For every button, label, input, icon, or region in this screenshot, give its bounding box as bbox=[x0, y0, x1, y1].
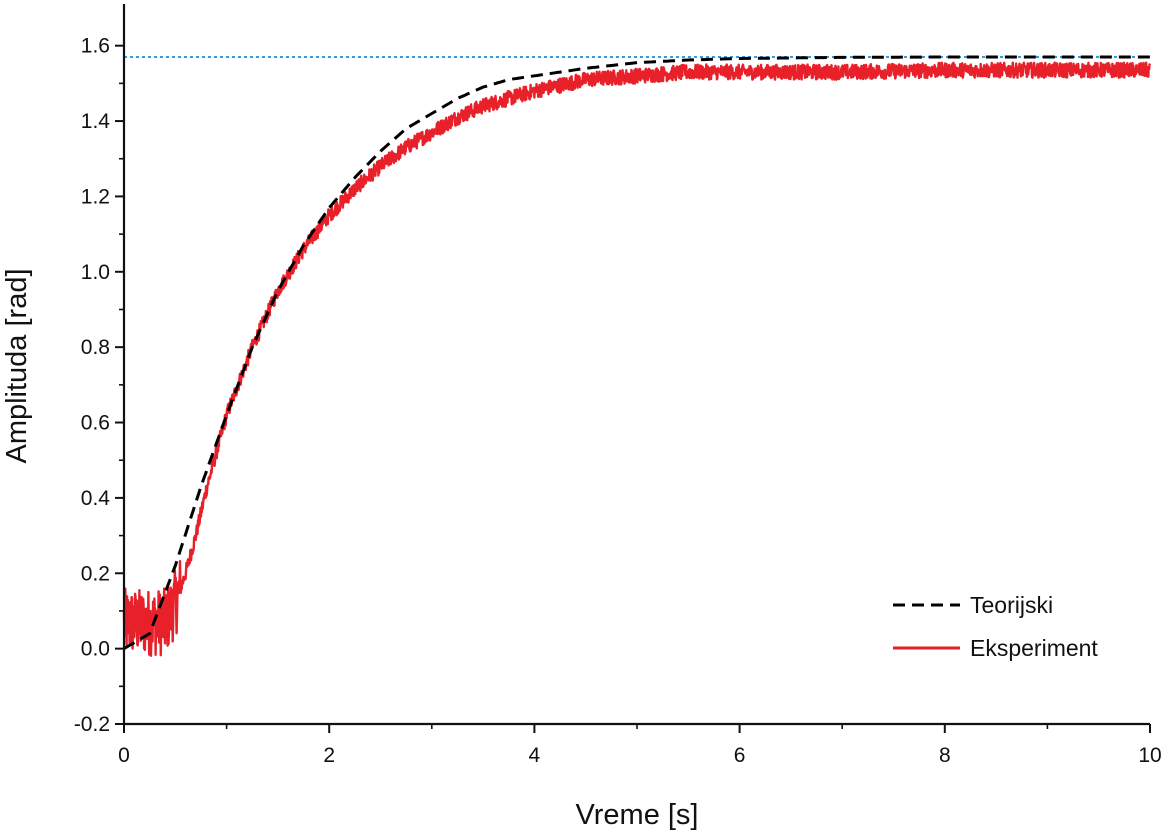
y-tick-label: 0.0 bbox=[81, 638, 110, 661]
y-tick-label: 1.6 bbox=[81, 35, 110, 58]
y-tick-label: 0.6 bbox=[81, 412, 110, 435]
y-tick-label: 0.4 bbox=[81, 487, 111, 510]
legend-entry-eksperiment: Eksperiment bbox=[893, 635, 1098, 661]
x-tick-label: 8 bbox=[939, 744, 951, 767]
series-eksperiment-line bbox=[122, 61, 1152, 657]
y-tick-label: 0.2 bbox=[81, 562, 110, 585]
legend-label: Eksperiment bbox=[970, 635, 1098, 661]
y-axis-title: Amplituda [rad] bbox=[1, 268, 33, 463]
y-tick-label: 1.2 bbox=[81, 185, 110, 208]
x-tick-label: 2 bbox=[323, 744, 335, 767]
series-layer bbox=[122, 55, 1152, 657]
legend: Teorijski Eksperiment bbox=[893, 592, 1098, 661]
y-tick-label: 0.8 bbox=[81, 336, 110, 359]
x-tick-label: 10 bbox=[1138, 744, 1161, 767]
legend-label: Teorijski bbox=[970, 592, 1053, 618]
x-axis-title: Vreme [s] bbox=[575, 799, 698, 831]
x-tick-label: 6 bbox=[734, 744, 746, 767]
x-tick-label: 4 bbox=[529, 744, 541, 767]
y-tick-label: 1.0 bbox=[81, 261, 110, 284]
y-tick-label: -0.2 bbox=[74, 713, 110, 736]
series-teorijski-line bbox=[123, 55, 1150, 650]
legend-entry-teorijski: Teorijski bbox=[893, 592, 1053, 618]
x-tick-label: 0 bbox=[118, 744, 130, 767]
y-tick-label: 1.4 bbox=[81, 110, 111, 133]
axes-layer: 0 2 4 6 8 10 -0.2 0.0 0.2 0.4 0.6 0.8 1.0 1.2 1.4 1.6 bbox=[74, 4, 1162, 767]
